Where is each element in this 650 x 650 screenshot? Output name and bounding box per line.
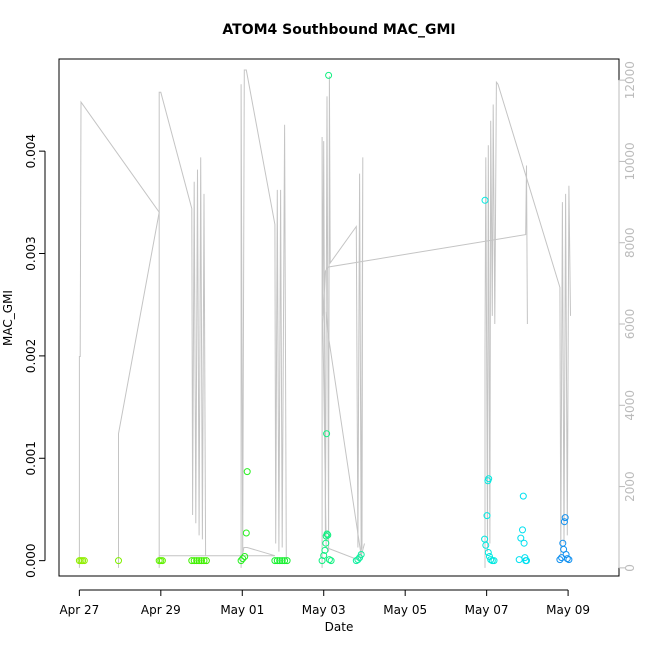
- y-tick-label: 0.002: [24, 339, 38, 373]
- data-point-11: [195, 557, 203, 565]
- data-point-29: [322, 539, 330, 547]
- x-tick-label: May 07: [465, 603, 509, 617]
- data-point-9: [190, 557, 198, 565]
- plot-frame: [58, 58, 620, 577]
- data-point-14: [202, 557, 210, 565]
- y-axis-label: MAC_GMI: [1, 290, 15, 346]
- data-point-34: [325, 71, 333, 79]
- data-point-33: [323, 430, 331, 438]
- data-point-46: [485, 475, 493, 483]
- x-axis: Apr 27 Apr 29 May 01 May 03 May 05 May 07 May …: [59, 589, 590, 617]
- y2-tick-label: 0: [623, 564, 637, 572]
- y2-tick-label: 2000: [623, 471, 637, 502]
- data-point-21: [273, 557, 281, 565]
- data-point-31: [323, 530, 331, 538]
- data-point-65: [561, 514, 569, 522]
- data-point-60: [556, 556, 564, 564]
- right-axis-series: [78, 69, 571, 568]
- data-point-18: [242, 529, 250, 537]
- y2-tick-label: 10000: [623, 142, 637, 180]
- right-series-line-3: [321, 76, 528, 568]
- data-point-44: [483, 512, 491, 520]
- data-point-41: [481, 196, 489, 204]
- right-series-line-5: [159, 547, 276, 557]
- data-point-25: [283, 557, 291, 565]
- x-axis-label: Date: [325, 620, 354, 634]
- x-tick-label: May 09: [546, 603, 590, 617]
- data-point-23: [278, 557, 286, 565]
- data-point-66: [562, 551, 570, 558]
- data-point-17: [241, 553, 249, 560]
- data-point-4: [115, 557, 122, 565]
- y-axis: 0.000 0.001 0.002 0.003 0.004: [24, 134, 46, 578]
- data-point-59: [523, 557, 530, 565]
- y-tick-label: 0.001: [24, 441, 38, 475]
- data-point-16: [239, 555, 247, 563]
- data-point-64: [560, 518, 568, 526]
- y2-tick-label: 12000: [623, 61, 637, 99]
- data-point-19: [243, 468, 251, 476]
- y2-tick-label: 8000: [623, 227, 637, 258]
- data-point-36: [327, 557, 335, 565]
- chart-title: ATOM4 Southbound MAC_GMI: [222, 22, 455, 38]
- data-point-68: [565, 556, 573, 564]
- right-series-line-2: [240, 69, 287, 568]
- data-point-49: [487, 556, 495, 564]
- data-point-32: [324, 531, 332, 539]
- y2-tick-label: 6000: [623, 309, 637, 340]
- data-point-24: [281, 557, 289, 565]
- data-point-67: [563, 555, 571, 563]
- x-tick-label: May 01: [220, 603, 264, 617]
- y2-tick-label: 4000: [623, 390, 637, 421]
- data-point-12: [198, 557, 205, 565]
- data-point-35: [325, 556, 333, 564]
- data-point-51: [490, 557, 498, 565]
- data-point-40: [357, 551, 365, 558]
- data-point-13: [200, 557, 208, 565]
- x-tick-label: May 03: [302, 603, 346, 617]
- data-point-43: [482, 541, 490, 549]
- right-series-line-4: [484, 80, 571, 568]
- data-point-54: [519, 526, 526, 534]
- y-tick-label: 0.000: [24, 543, 38, 577]
- data-point-55: [519, 492, 527, 500]
- data-point-15: [237, 557, 245, 565]
- data-point-10: [193, 557, 201, 565]
- right-series-line-1: [158, 91, 207, 568]
- data-point-20: [271, 557, 279, 565]
- data-point-56: [520, 539, 528, 547]
- right-series-line-0: [78, 100, 160, 568]
- data-point-28: [321, 546, 329, 554]
- data-point-3: [80, 557, 88, 565]
- data-point-47: [484, 549, 492, 556]
- data-point-7: [158, 557, 166, 565]
- right-series-line-6: [325, 311, 365, 556]
- data-point-38: [354, 556, 362, 564]
- x-tick-label: Apr 27: [59, 603, 99, 617]
- data-point-22: [276, 557, 284, 565]
- scatter-points: [75, 71, 573, 565]
- y-tick-label: 0.004: [24, 134, 38, 168]
- y-tick-label: 0.003: [24, 236, 38, 270]
- x-tick-label: Apr 29: [141, 603, 181, 617]
- data-point-27: [320, 552, 328, 559]
- data-point-52: [515, 556, 523, 564]
- data-point-8: [188, 557, 196, 565]
- data-point-53: [517, 534, 525, 542]
- y2-axis: 0 2000 4000 6000 8000 10000 12000: [618, 61, 637, 572]
- x-tick-label: May 05: [383, 603, 427, 617]
